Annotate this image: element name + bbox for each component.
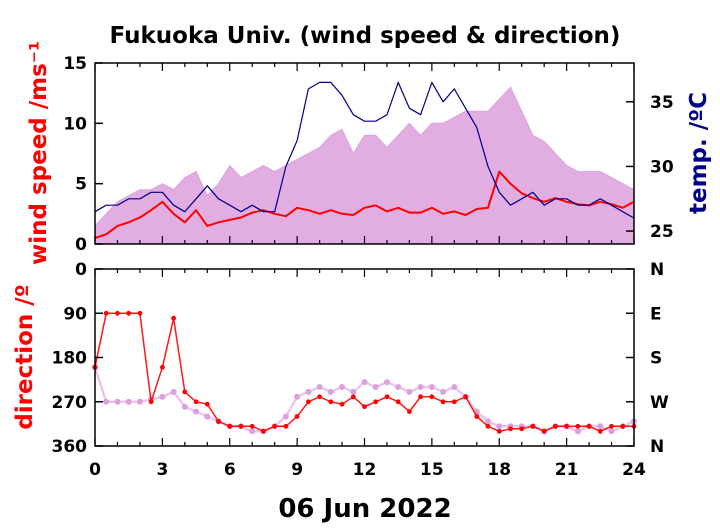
x-tick-label: 3 [156,460,168,480]
y-tick-label: 180 [52,349,88,369]
x-tick-label: 0 [89,460,101,480]
wind-speed-y-label: wind speed /ms⁻¹ [26,41,52,265]
direction-x-ticks [94,269,635,446]
y2-tick-label: W [650,393,669,413]
y2-tick-label: N [650,437,664,457]
mean-wind-series [94,170,635,239]
y2-tick-label: S [650,349,662,369]
compass-y-ticks: N E S W N [626,260,669,457]
wind-speed-series-group [94,81,635,245]
direction-y-ticks: 0 90 180 270 360 [52,260,103,457]
temperature-y-label: temp. /ºC [686,92,712,214]
direction-y-label: direction /º [12,284,38,429]
x-tick-label: 15 [420,460,444,480]
wind-speed-y-ticks: 0 5 10 15 [63,54,103,255]
mean-direction-series [92,310,637,434]
x-axis-label: 06 Jun 2022 [278,494,451,524]
gust-direction-series [92,364,637,435]
y2-tick-label: 30 [650,157,674,177]
chart-title: Fukuoka Univ. (wind speed & direction) [110,23,621,49]
x-tick-label: 21 [555,460,579,480]
direction-panel: 0 90 180 270 360 N E S W N direction /º [12,260,669,457]
y-tick-label: 90 [63,304,87,324]
y-tick-label: 5 [75,175,87,195]
y2-tick-label: E [650,304,662,324]
y2-tick-label: 25 [650,222,674,242]
x-tick-label: 12 [353,460,377,480]
y-tick-label: 0 [75,260,87,280]
x-tick-label: 24 [622,460,646,480]
direction-plot-frame [94,268,635,447]
y2-tick-label: 35 [650,93,674,113]
gust-series [94,86,635,245]
y-tick-label: 360 [52,437,88,457]
y-tick-label: 10 [63,114,87,134]
wind-speed-x-ticks [94,63,635,244]
x-tick-label: 6 [224,460,236,480]
x-tick-label: 9 [291,460,303,480]
temperature-y-ticks: 25 30 35 [626,93,674,242]
y2-tick-label: N [650,260,664,280]
x-tick-label: 18 [487,460,511,480]
y-tick-label: 270 [52,393,88,413]
y-tick-label: 0 [75,235,87,255]
mean-direction-series-trace [94,312,634,433]
x-tick-labels: 0 3 6 9 12 15 18 21 24 [89,460,646,480]
y-tick-label: 15 [63,54,87,74]
direction-series-group [92,310,637,435]
wind-speed-panel: 0 5 10 15 25 30 35 wind speed /ms⁻¹ temp. /ºC [26,41,712,265]
temperature-series [94,81,635,219]
gust-direction-series-trace [93,366,635,433]
